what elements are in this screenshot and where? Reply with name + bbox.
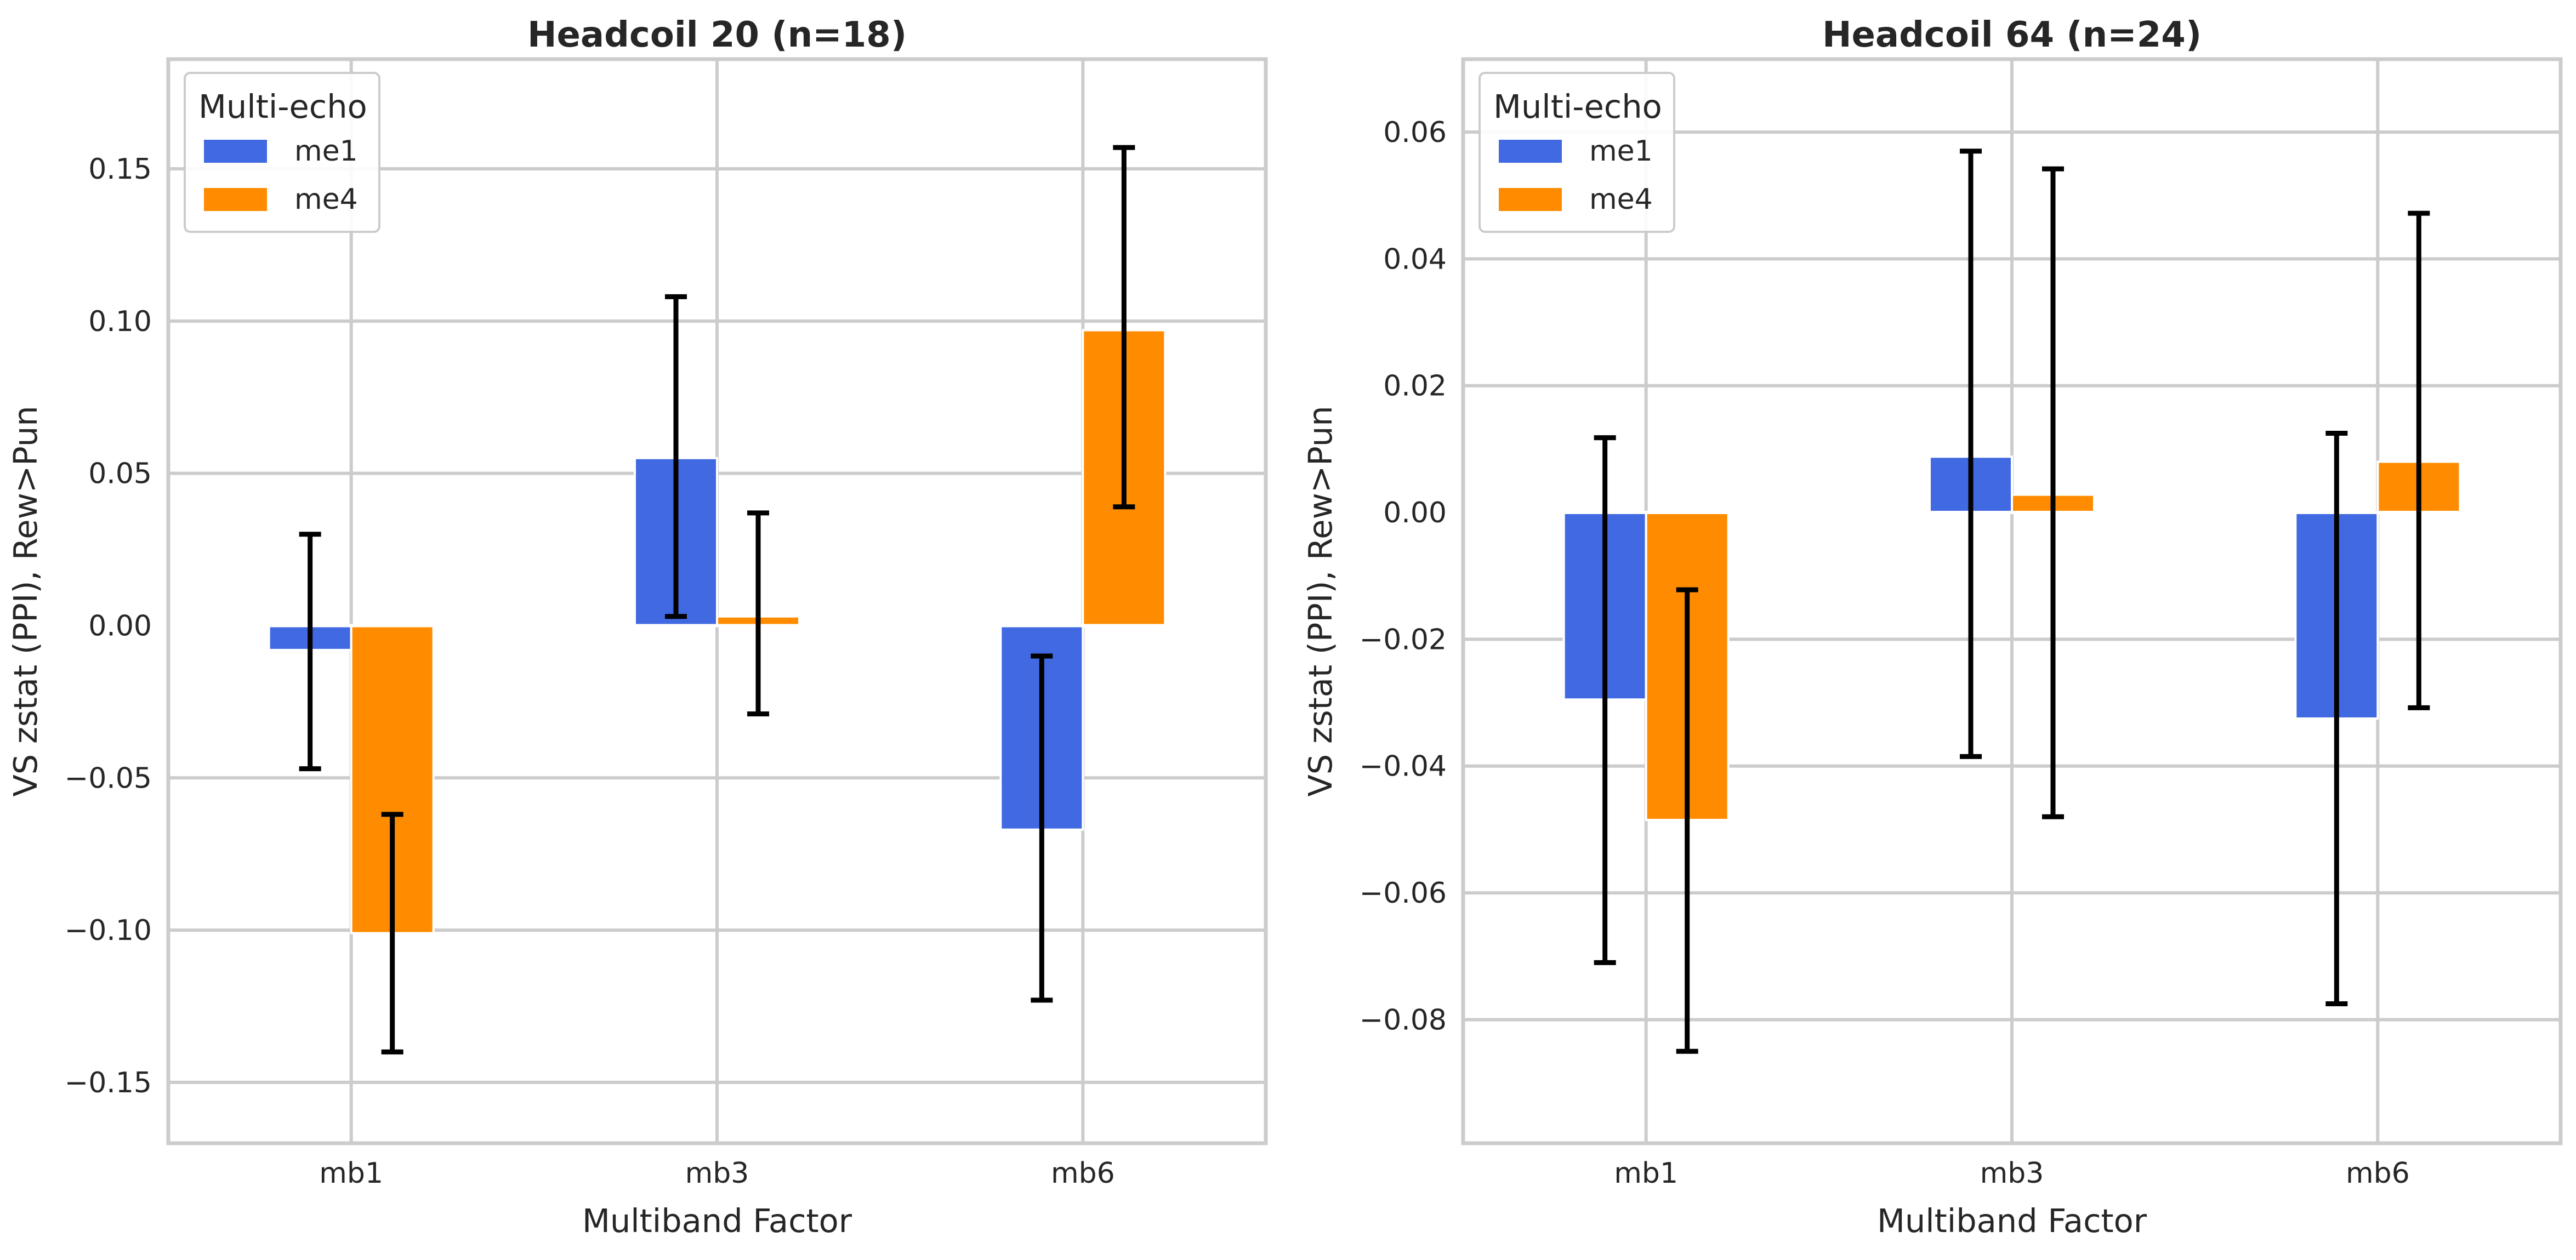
y-tick-label: 0.02 bbox=[1383, 370, 1447, 403]
x-tick-label-mb6: mb6 bbox=[1051, 1157, 1115, 1190]
y-tick-label: 0.04 bbox=[1383, 243, 1447, 276]
legend-label-me1: me1 bbox=[294, 135, 358, 168]
error-bar-layer bbox=[1594, 149, 2430, 1054]
y-tick-label: 0.00 bbox=[88, 609, 152, 642]
y-tick-label: −0.04 bbox=[1360, 750, 1447, 783]
y-tick-label: 0.06 bbox=[1383, 116, 1447, 149]
plot-frame bbox=[166, 57, 1268, 1145]
chart-title: Headcoil 64 (n=24) bbox=[1822, 15, 2202, 55]
y-tick-label: 0.00 bbox=[1383, 497, 1447, 529]
tick-label-layer: −0.15 −0.10 −0.05 0.00 0.05 0.10 0.15 mb1 mb3 mb6 bbox=[65, 153, 1115, 1190]
x-axis-label: Multiband Factor bbox=[582, 1202, 852, 1240]
legend-swatch-me1 bbox=[1499, 140, 1562, 163]
x-tick-label-mb3: mb3 bbox=[685, 1157, 749, 1190]
y-tick-label: −0.02 bbox=[1360, 623, 1447, 656]
plot-frame bbox=[1461, 57, 2563, 1145]
x-tick-label-mb1: mb1 bbox=[319, 1157, 383, 1190]
y-axis-label: VS zstat (PPI), Rew>Pun bbox=[1301, 406, 1339, 796]
legend-label-me1: me1 bbox=[1589, 135, 1653, 168]
legend-title: Multi-echo bbox=[198, 88, 367, 126]
legend-swatch-me4 bbox=[204, 188, 267, 211]
legend: Multi-echo me1 me4 bbox=[184, 72, 380, 233]
x-tick-label-mb3: mb3 bbox=[1980, 1157, 2044, 1190]
y-axis-label: VS zstat (PPI), Rew>Pun bbox=[7, 406, 44, 796]
x-tick-label-mb1: mb1 bbox=[1614, 1157, 1678, 1190]
error-bar-layer bbox=[299, 145, 1135, 1054]
y-tick-label: −0.05 bbox=[65, 762, 152, 795]
legend-swatch-me1 bbox=[204, 140, 267, 163]
legend: Multi-echo me1 me4 bbox=[1479, 72, 1675, 233]
chart-title: Headcoil 20 (n=18) bbox=[527, 15, 907, 55]
y-tick-label: 0.10 bbox=[88, 305, 152, 338]
x-axis-label: Multiband Factor bbox=[1877, 1202, 2147, 1240]
y-tick-label: 0.05 bbox=[88, 458, 152, 491]
x-tick-label-mb6: mb6 bbox=[2346, 1157, 2410, 1190]
y-tick-label: 0.15 bbox=[88, 153, 152, 186]
chart-panel-headcoil-20: −0.15 −0.10 −0.05 0.00 0.05 0.10 0.15 mb1 mb3 mb6… bbox=[7, 15, 1268, 1240]
legend-swatch-me4 bbox=[1499, 188, 1562, 211]
y-tick-label: −0.08 bbox=[1360, 1004, 1447, 1036]
y-tick-label: −0.10 bbox=[65, 914, 152, 947]
legend-label-me4: me4 bbox=[294, 183, 358, 216]
legend-title: Multi-echo bbox=[1493, 88, 1662, 126]
legend-label-me4: me4 bbox=[1589, 183, 1653, 216]
y-tick-label: −0.06 bbox=[1360, 877, 1447, 910]
tick-label-layer: −0.08 −0.06 −0.04 −0.02 0.00 0.02 0.04 0.06 mb1 m… bbox=[1360, 116, 2410, 1190]
y-tick-label: −0.15 bbox=[65, 1067, 152, 1099]
chart-panel-headcoil-64: −0.08 −0.06 −0.04 −0.02 0.00 0.02 0.04 0.06 mb1 m… bbox=[1301, 15, 2563, 1240]
